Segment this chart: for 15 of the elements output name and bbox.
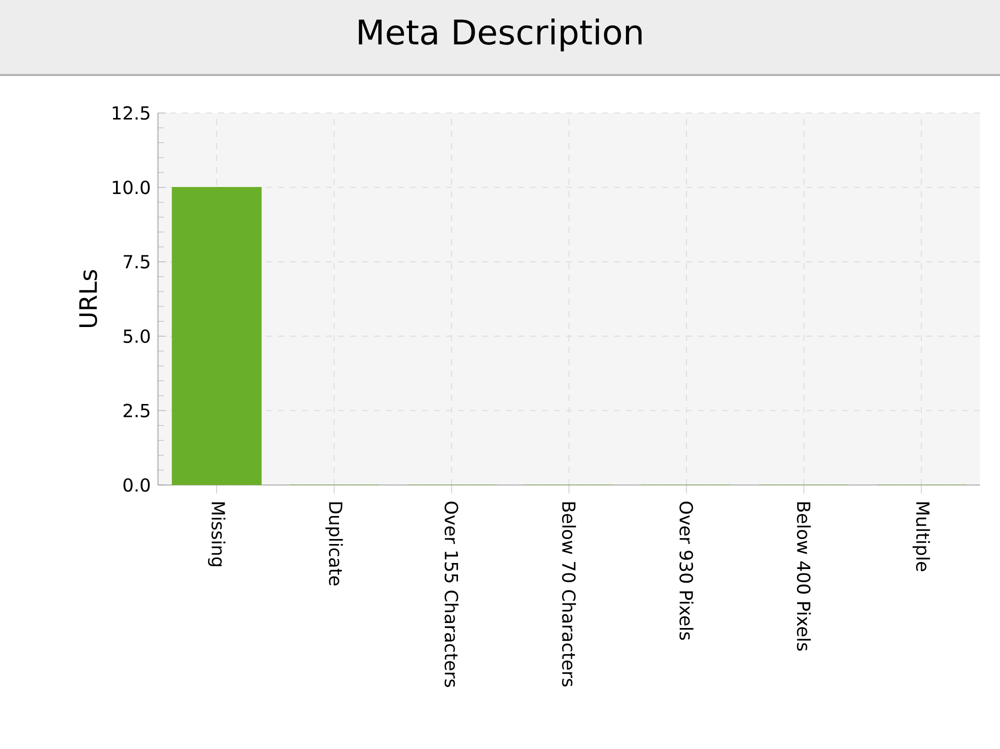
y-tick-label: 10.0: [112, 180, 150, 194]
x-tick-label: Duplicate: [325, 502, 343, 586]
y-tick-label: 0.0: [124, 478, 150, 492]
x-tick-label: Multiple: [912, 502, 930, 572]
y-axis-title: URLs: [79, 270, 98, 327]
x-tick-label: Over 930 Pixels: [679, 502, 694, 640]
y-tick-label: 2.5: [124, 404, 150, 418]
x-tick-label: Missing: [208, 502, 226, 566]
x-tick-label: Below 70 Characters: [562, 502, 576, 686]
x-tick-label: Over 155 Characters: [444, 502, 459, 688]
y-tick-label: 5.0: [124, 329, 150, 343]
y-tick-label: 12.5: [112, 106, 150, 120]
chart-title: Meta Description: [358, 18, 642, 52]
y-tick-label: 7.5: [124, 255, 150, 268]
x-tick-label: Below 400 Pixels: [796, 502, 811, 651]
